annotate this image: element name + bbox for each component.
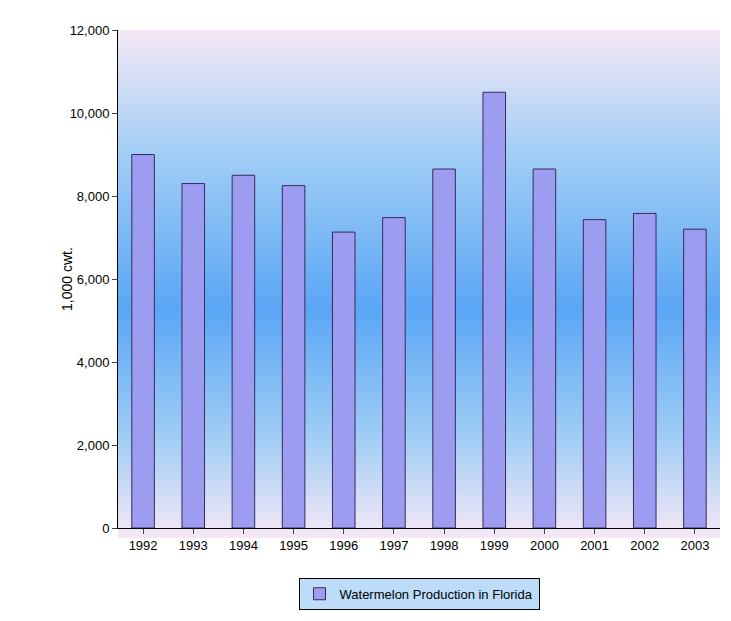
svg-text:Watermelon Production in Flori: Watermelon Production in Florida bbox=[340, 587, 533, 602]
svg-text:1,000 cwt.: 1,000 cwt. bbox=[59, 247, 75, 311]
svg-text:8,000: 8,000 bbox=[77, 189, 110, 204]
svg-text:2002: 2002 bbox=[630, 538, 659, 553]
svg-text:1996: 1996 bbox=[329, 538, 358, 553]
svg-text:4,000: 4,000 bbox=[77, 355, 110, 370]
svg-text:6,000: 6,000 bbox=[77, 272, 110, 287]
svg-text:12,000: 12,000 bbox=[70, 23, 110, 38]
svg-text:1992: 1992 bbox=[129, 538, 158, 553]
svg-text:1994: 1994 bbox=[229, 538, 258, 553]
svg-text:1999: 1999 bbox=[480, 538, 509, 553]
svg-text:1995: 1995 bbox=[279, 538, 308, 553]
svg-text:1993: 1993 bbox=[179, 538, 208, 553]
svg-text:2003: 2003 bbox=[680, 538, 709, 553]
svg-text:10,000: 10,000 bbox=[70, 106, 110, 121]
svg-text:1997: 1997 bbox=[379, 538, 408, 553]
svg-text:0: 0 bbox=[102, 521, 109, 536]
svg-text:2,000: 2,000 bbox=[77, 438, 110, 453]
svg-text:1998: 1998 bbox=[430, 538, 459, 553]
svg-text:2001: 2001 bbox=[580, 538, 609, 553]
svg-text:2000: 2000 bbox=[530, 538, 559, 553]
